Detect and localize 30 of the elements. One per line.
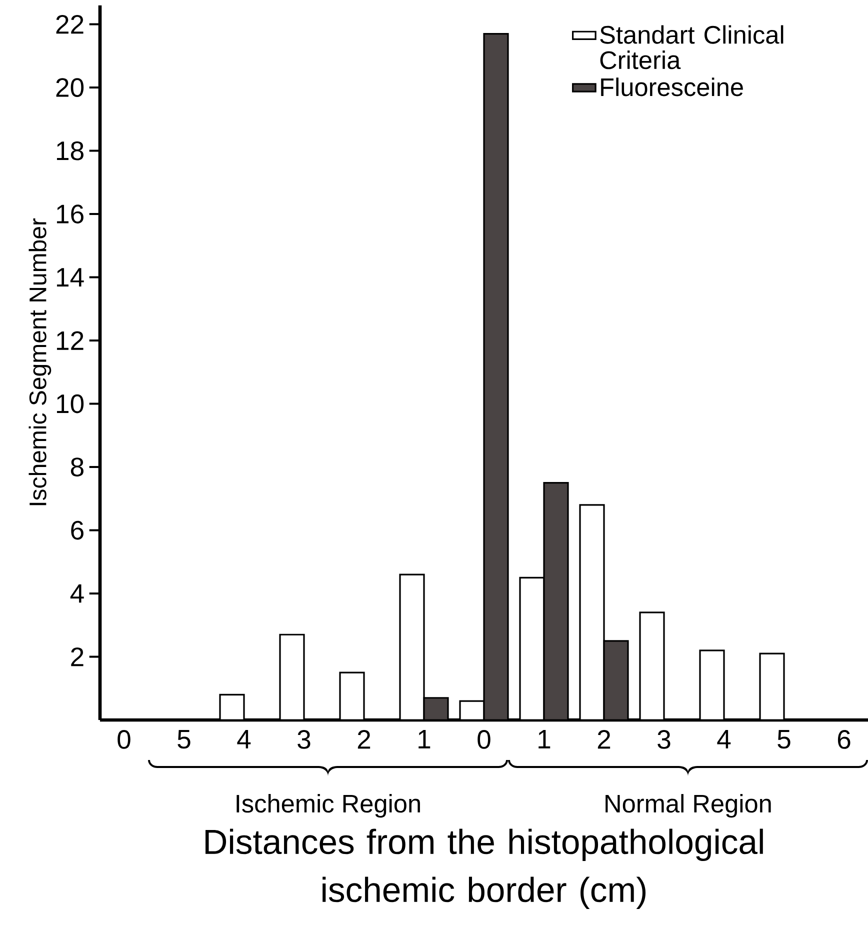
x-tick-label: 2 xyxy=(598,730,610,749)
x-tick-label: 4 xyxy=(237,730,251,748)
y-tick-label: 4 xyxy=(70,584,84,603)
y-tick-label: 16 xyxy=(56,204,84,224)
x-tick-label: 4 xyxy=(717,730,731,748)
y-tick-label: 8 xyxy=(70,458,84,476)
text: Ischemic Region xyxy=(236,794,420,818)
y-tick-label: 20 xyxy=(56,78,84,97)
y-tick-label: 14 xyxy=(56,268,84,286)
x-tick-label: 5 xyxy=(778,730,790,749)
x-tick-label: 3 xyxy=(658,730,670,749)
y-tick-label: 12 xyxy=(56,331,84,350)
x-tick-label: 2 xyxy=(358,730,370,749)
x-tick-label: 1 xyxy=(538,730,550,748)
y-tick-label: 22 xyxy=(56,15,84,34)
x-tick-label: 6 xyxy=(838,730,850,749)
y-tick-label: 10 xyxy=(56,394,84,414)
y-tick-label: 6 xyxy=(71,520,84,540)
y-tick-label: 2 xyxy=(71,647,84,666)
x-axis-title: Distances from the histopathological ischemic border (cm) xyxy=(206,828,763,910)
x-tick-label: 1 xyxy=(418,730,430,748)
y-axis-title: Ischemic Segment Number xyxy=(28,218,52,506)
x-tick-label: 0 xyxy=(478,730,490,749)
text: Normal Region xyxy=(606,794,771,818)
x-tick-label: 3 xyxy=(298,730,310,749)
y-tick-label: 18 xyxy=(56,141,84,160)
legend-label: Standart Clinical Criteria xyxy=(600,25,784,70)
legend-label: Fluoresceine xyxy=(601,78,743,96)
x-tick-label: 5 xyxy=(178,730,190,749)
x-tick-label: 0 xyxy=(118,730,130,749)
